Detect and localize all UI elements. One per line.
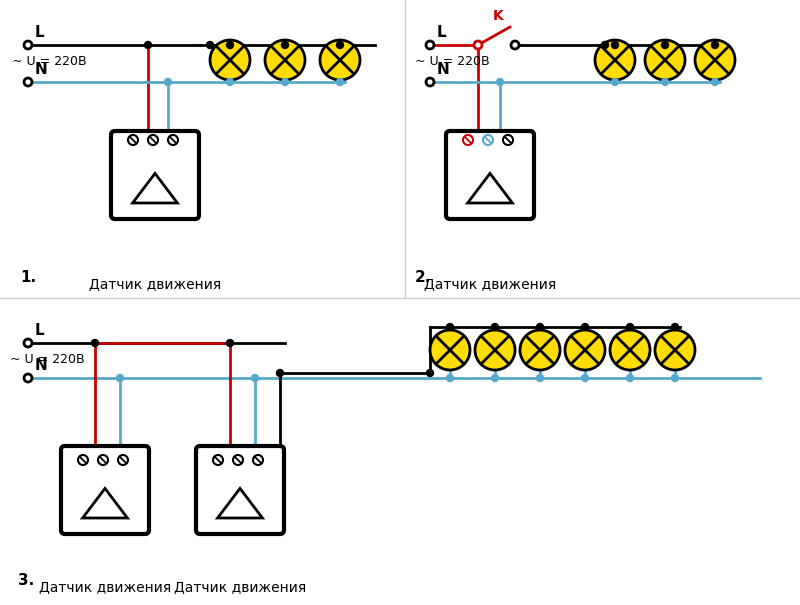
Circle shape	[602, 42, 609, 48]
Circle shape	[282, 79, 289, 85]
Circle shape	[253, 455, 263, 465]
Circle shape	[497, 79, 503, 85]
Text: L: L	[437, 25, 446, 40]
Circle shape	[491, 324, 498, 330]
Circle shape	[128, 135, 138, 145]
Circle shape	[98, 455, 108, 465]
Circle shape	[277, 370, 283, 376]
Text: Датчик движения: Датчик движения	[174, 580, 306, 594]
Circle shape	[491, 374, 498, 382]
Text: L: L	[35, 323, 45, 338]
Circle shape	[611, 79, 618, 85]
Circle shape	[265, 40, 305, 80]
Circle shape	[226, 79, 234, 85]
Circle shape	[24, 374, 32, 382]
Text: 2.: 2.	[415, 270, 431, 285]
Circle shape	[626, 324, 634, 330]
Circle shape	[537, 374, 543, 382]
Text: ~ U = 220В: ~ U = 220В	[415, 55, 490, 68]
FancyBboxPatch shape	[196, 446, 284, 534]
Circle shape	[213, 455, 223, 465]
Text: ~ U = 220В: ~ U = 220В	[10, 353, 85, 366]
Circle shape	[463, 135, 473, 145]
Circle shape	[430, 330, 470, 370]
Circle shape	[118, 455, 128, 465]
Circle shape	[671, 324, 678, 330]
FancyBboxPatch shape	[111, 131, 199, 219]
Circle shape	[320, 40, 360, 80]
Circle shape	[165, 79, 171, 85]
Circle shape	[475, 330, 515, 370]
Circle shape	[91, 339, 98, 347]
Circle shape	[446, 374, 454, 382]
Circle shape	[595, 40, 635, 80]
Circle shape	[695, 40, 735, 80]
Circle shape	[565, 330, 605, 370]
Circle shape	[426, 78, 434, 86]
Circle shape	[337, 42, 343, 48]
Circle shape	[148, 135, 158, 145]
Circle shape	[226, 42, 234, 48]
FancyBboxPatch shape	[61, 446, 149, 534]
Circle shape	[503, 135, 513, 145]
Text: Датчик движения: Датчик движения	[89, 277, 221, 291]
Circle shape	[611, 42, 618, 48]
Circle shape	[233, 455, 243, 465]
Text: 1.: 1.	[20, 270, 36, 285]
Text: K: K	[493, 9, 504, 23]
Circle shape	[446, 324, 454, 330]
FancyBboxPatch shape	[446, 131, 534, 219]
Text: ~ U = 220В: ~ U = 220В	[12, 55, 86, 68]
Text: 3.: 3.	[18, 573, 34, 588]
Circle shape	[226, 339, 234, 347]
Circle shape	[662, 42, 669, 48]
Circle shape	[426, 41, 434, 49]
Text: N: N	[35, 358, 48, 373]
Circle shape	[645, 40, 685, 80]
Circle shape	[24, 78, 32, 86]
Circle shape	[78, 455, 88, 465]
Circle shape	[206, 42, 214, 48]
Circle shape	[662, 79, 669, 85]
Text: Датчик движения: Датчик движения	[424, 277, 556, 291]
Circle shape	[24, 339, 32, 347]
Text: N: N	[35, 62, 48, 77]
Text: Датчик движения: Датчик движения	[39, 580, 171, 594]
Circle shape	[582, 374, 589, 382]
Text: N: N	[437, 62, 450, 77]
Circle shape	[511, 41, 519, 49]
Circle shape	[626, 374, 634, 382]
Circle shape	[671, 374, 678, 382]
Text: L: L	[35, 25, 45, 40]
Circle shape	[711, 79, 718, 85]
Circle shape	[711, 42, 718, 48]
Circle shape	[168, 135, 178, 145]
Circle shape	[282, 42, 289, 48]
Circle shape	[474, 41, 482, 49]
Circle shape	[145, 42, 151, 48]
Circle shape	[24, 41, 32, 49]
Circle shape	[337, 79, 343, 85]
Circle shape	[520, 330, 560, 370]
Circle shape	[426, 370, 434, 376]
Circle shape	[210, 40, 250, 80]
Circle shape	[582, 324, 589, 330]
Circle shape	[117, 374, 123, 382]
Circle shape	[655, 330, 695, 370]
Circle shape	[537, 324, 543, 330]
Circle shape	[483, 135, 493, 145]
Circle shape	[251, 374, 258, 382]
Circle shape	[610, 330, 650, 370]
